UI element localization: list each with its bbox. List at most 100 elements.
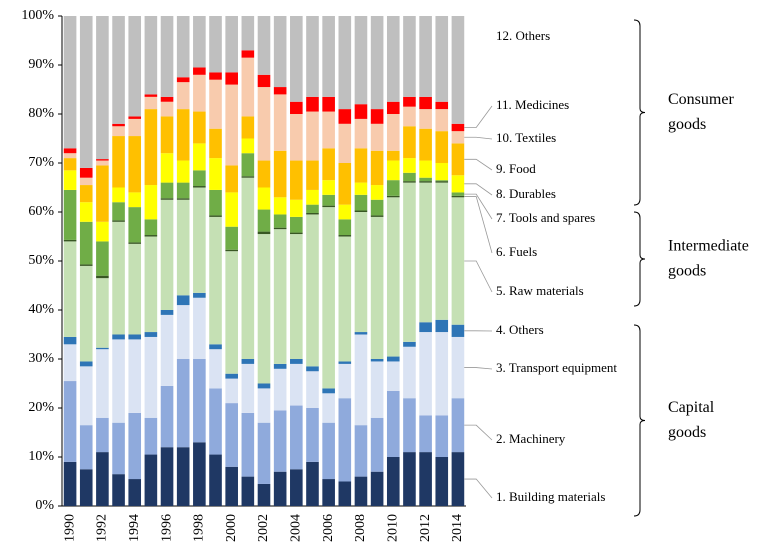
bar-segment [79,221,93,265]
bar-segment [435,182,449,320]
bar-segment [160,153,174,183]
bar-segment [144,109,158,186]
bar-segment [451,197,465,325]
bar-segment [128,243,142,335]
bar-segment [176,447,190,506]
bar-segment [273,229,287,364]
bar-segment [403,181,416,183]
bar-segment [370,471,384,506]
bar-segment [63,170,77,190]
bar-segment [290,234,303,359]
bar-segment [241,476,255,506]
bar-segment [79,177,93,186]
bar-segment [79,185,93,203]
bar-segment [386,390,400,457]
bar-segment [435,319,449,333]
bar-segment [306,189,319,205]
bar-segment [451,398,465,453]
bar-segment [338,361,352,364]
bar-segment [112,220,125,222]
bar-segment [403,126,416,159]
bar-segment [160,101,174,117]
bar-segment [290,199,303,217]
bar-segment [354,476,368,506]
bar-segment [241,16,255,51]
bar-segment [322,205,335,208]
bar-segment [370,16,384,110]
bar-segment [451,175,465,193]
bar-segment [257,234,271,384]
bar-segment [209,128,222,159]
x-tick-label: 2012 [418,514,433,542]
bar-segment [160,198,174,200]
bar-segment [63,461,77,506]
bar-segment [63,148,77,154]
y-tick-label: 60% [28,204,54,219]
bar-segment [128,192,142,208]
bar-segment [193,297,206,359]
legend-label: 6. Fuels [496,244,537,259]
bar-segment [354,210,368,212]
bar-segment [306,16,319,97]
bar-segment [144,336,158,418]
bar-segment [273,471,287,506]
bar-segment [160,182,174,199]
bar-segment [63,241,77,337]
bar-segment [193,359,206,443]
bar-segment [451,192,465,196]
bar-segment [144,16,158,95]
bar-segment [96,159,109,161]
group-label: Capital [668,399,715,416]
leader-line [464,367,493,370]
bar-segment [79,16,93,168]
bar-segment [354,182,368,195]
bar-segment [209,388,222,455]
bar-segment [225,249,238,252]
bar-segment [128,242,142,244]
bar-segment [193,16,206,68]
x-tick-label: 1996 [159,514,174,542]
leader-line [464,193,493,220]
bar-segment [128,16,142,117]
bar-segment [176,109,190,161]
bar-segment [176,199,190,296]
bar-segment [241,153,255,177]
y-tick-label: 20% [28,400,54,415]
bar-segment [225,373,238,379]
bar-segment [209,16,222,73]
bar-segment [419,415,432,453]
bar-segment [209,158,222,190]
bar-segment [96,278,109,348]
bar-segment [322,16,335,97]
bar-segment [193,186,206,188]
bar-segment [176,77,190,83]
bar-segment [144,235,158,237]
bar-segment [96,349,109,418]
bar-segment [176,182,190,199]
bar-segment [273,150,287,198]
bar-segment [290,216,303,233]
bar-segment [96,241,109,276]
bar-segment [435,180,449,182]
bar-segment [144,94,158,97]
bar-segment [257,160,271,188]
x-tick-label: 1992 [95,514,110,542]
bar-segment [306,366,319,372]
bar-segment [160,385,174,448]
bar-segment [193,67,206,75]
bar-segment [338,481,352,506]
legend-label: 9. Food [496,161,536,176]
bar-segment [419,128,432,161]
bar-segment [386,457,400,506]
bar-segment [63,153,77,159]
bar-segment [451,324,465,337]
bar-segment [306,96,319,112]
bar-segment [435,101,449,110]
bar-segment [96,160,109,166]
bar-segment [435,415,449,457]
bar-segment [419,109,432,129]
bar-segment [290,405,303,470]
bar-segment [176,295,190,306]
bar-segment [306,160,319,190]
bar-segment [96,165,109,222]
